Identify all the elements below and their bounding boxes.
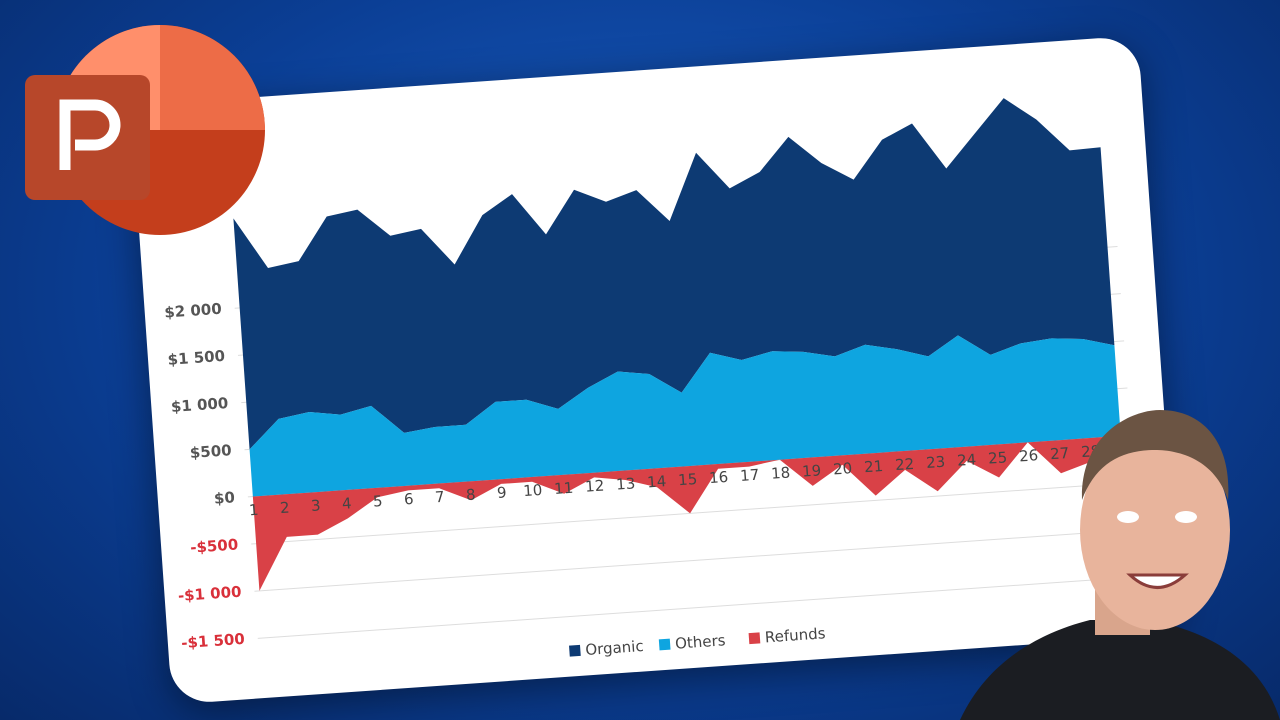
grid-line [257,576,1141,639]
chart: -$1 500 -$1 000 -$500 $0 $500 $1 000 $1 500 $2 … [164,98,1141,659]
x-tick-label: 25 [988,448,1008,467]
x-tick-label: 1 [248,501,259,520]
y-tick-label: -$1 500 [181,630,246,652]
x-tick-label: 2 [279,499,290,518]
powerpoint-logo [25,25,265,235]
logo-square [25,75,150,200]
x-tick-label: 7 [434,488,445,507]
logo-letter [59,99,121,170]
area [252,435,1122,591]
legend-swatch [658,638,671,651]
hair [1081,410,1229,500]
x-tick-label: 8 [465,486,476,505]
y-tick-label: $2 000 [164,300,223,322]
x-tick-label: 4 [341,494,352,513]
face [1080,430,1230,630]
legend-swatch [748,632,761,645]
eye [1117,511,1139,523]
eye [1175,511,1197,523]
x-tick-label: 22 [895,455,915,474]
legend-label: Others [675,631,727,652]
y-tick-label: $500 [189,441,232,462]
x-tick-label: 14 [647,472,667,491]
y-tick-label: -$1 000 [177,583,242,605]
x-tick-label: 6 [403,490,414,509]
x-tick-label: 10 [523,481,543,500]
presenter [960,410,1280,720]
x-tick-label: 9 [496,483,507,502]
x-tick-label: 3 [310,496,321,515]
x-tick-label: 23 [926,453,946,472]
area [233,98,1115,450]
x-tick-label: 24 [957,451,977,470]
y-tick-label: $0 [213,488,235,507]
x-tick-label: 5 [372,492,383,511]
x-tick-label: 17 [740,466,760,485]
x-tick-label: 21 [864,457,884,476]
legend-label: Refunds [764,624,826,646]
grid-line [251,481,1135,545]
legend-label: Organic [585,637,644,659]
y-tick-label: $1 000 [170,394,229,416]
x-tick-label: 13 [616,474,636,493]
x-tick-label: 26 [1019,446,1039,465]
legend-swatch [569,644,581,657]
x-tick-label: 27 [1050,444,1070,463]
shirt [960,620,1280,720]
y-tick-label: -$500 [190,535,239,556]
x-tick-label: 11 [554,479,574,498]
chart-card: -$1 500 -$1 000 -$500 $0 $500 $1 000 $1 500 $2 … [130,35,1180,705]
x-tick-label: 20 [833,459,853,478]
smile [1126,573,1189,589]
x-tick-label: 19 [802,461,822,480]
x-tick-label: 12 [585,477,605,496]
grid-line [254,528,1138,592]
y-tick-label: $1 500 [167,347,226,369]
x-tick-label: 18 [771,464,791,483]
x-tick-label: 15 [678,470,698,489]
area [249,335,1121,497]
logo-slice [160,25,265,130]
x-tick-label: 16 [709,468,729,487]
